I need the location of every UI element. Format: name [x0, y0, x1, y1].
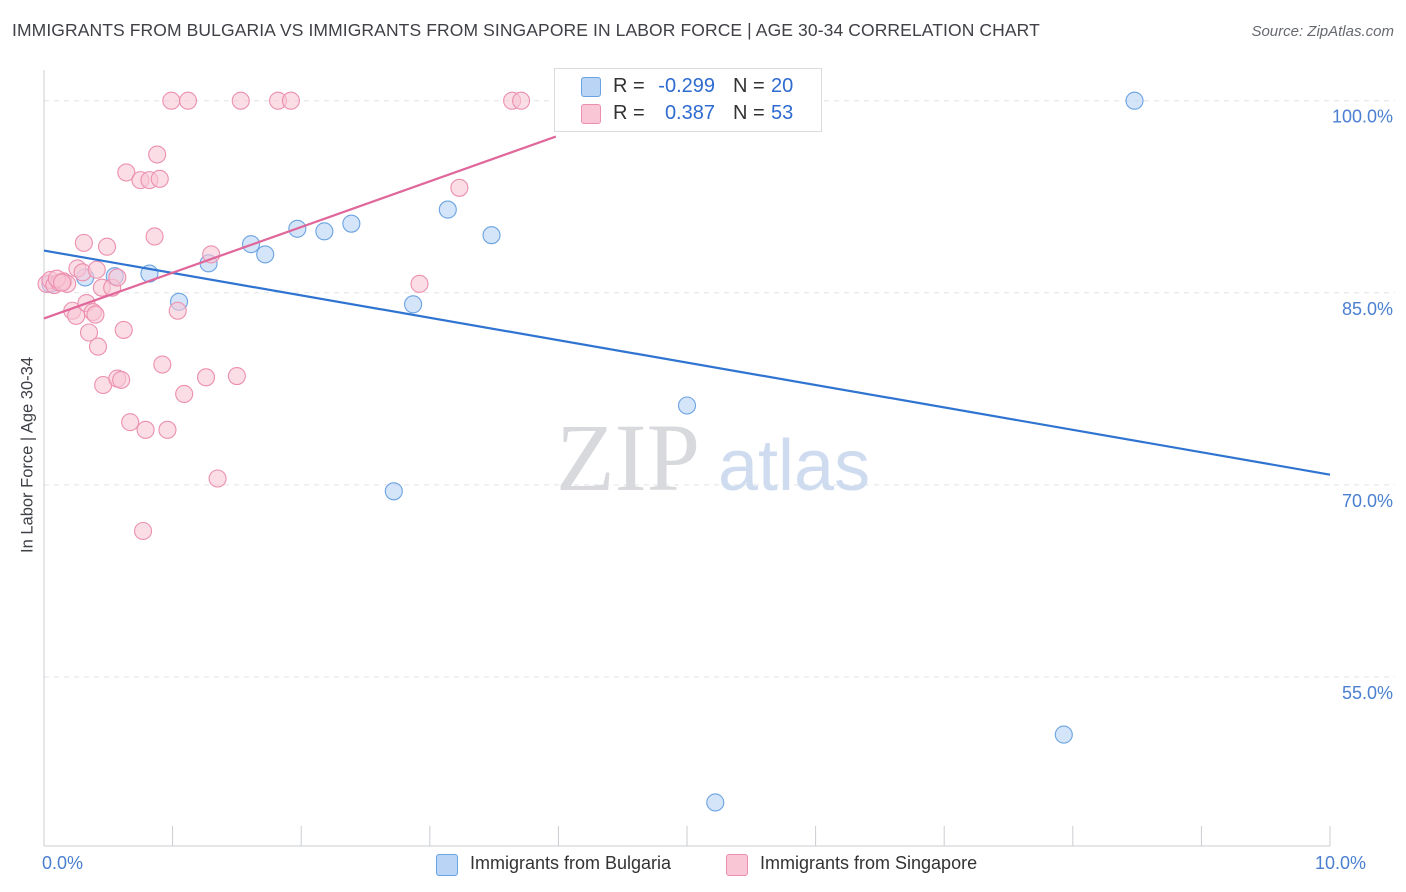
series-label-bulgaria: Immigrants from Bulgaria: [470, 853, 672, 873]
legend-r-label: R =: [613, 75, 645, 97]
y-axis-label: In Labor Force | Age 30-34: [18, 357, 37, 553]
singapore-point[interactable]: [114, 320, 133, 339]
singapore-point[interactable]: [281, 91, 300, 110]
watermark: ZIP atlas: [556, 404, 870, 511]
legend-n-label: N =: [733, 102, 765, 124]
axis-layer: 100.0% 85.0% 70.0% 55.0% 0.0% 10.0%: [42, 70, 1393, 873]
legend-r-label: R =: [613, 102, 645, 124]
singapore-point[interactable]: [88, 337, 108, 356]
singapore-point[interactable]: [227, 366, 246, 386]
legend-row-singapore: R = 0.387 N = 53: [555, 100, 821, 128]
singapore-point[interactable]: [145, 227, 164, 246]
chart-source: Source: ZipAtlas.com: [1251, 23, 1394, 40]
singapore-point[interactable]: [52, 273, 72, 292]
bulgaria-point[interactable]: [438, 200, 457, 219]
y-tick-label: 85.0%: [1342, 299, 1393, 319]
singapore-point[interactable]: [208, 469, 227, 488]
singapore-point[interactable]: [175, 384, 194, 404]
singapore-trendline: [43, 135, 557, 320]
y-tick-label: 100.0%: [1332, 107, 1393, 127]
singapore-point[interactable]: [158, 420, 177, 439]
singapore-point[interactable]: [153, 355, 172, 374]
x-tick-label: 10.0%: [1315, 853, 1366, 873]
singapore-point[interactable]: [450, 178, 469, 197]
singapore-point[interactable]: [74, 233, 93, 252]
bulgaria-point[interactable]: [1054, 725, 1073, 744]
legend-n-value: 20: [771, 75, 794, 97]
bulgaria-point[interactable]: [706, 793, 725, 812]
singapore-point[interactable]: [150, 169, 169, 188]
bulgaria-point[interactable]: [384, 482, 403, 501]
legend-swatch-singapore: [581, 104, 601, 124]
singapore-point[interactable]: [121, 413, 140, 432]
legend-swatch-bulgaria: [581, 77, 601, 97]
singapore-point[interactable]: [168, 301, 187, 320]
singapore-point[interactable]: [133, 521, 153, 541]
singapore-point[interactable]: [112, 370, 131, 389]
singapore-point[interactable]: [148, 145, 167, 164]
legend-r-value: -0.299: [658, 75, 715, 97]
legend-n-value: 53: [771, 102, 794, 124]
watermark-zip: ZIP: [556, 404, 700, 511]
bulgaria-point[interactable]: [1125, 91, 1144, 110]
singapore-point[interactable]: [178, 91, 198, 110]
bulgaria-point[interactable]: [256, 245, 275, 264]
singapore-point[interactable]: [86, 305, 105, 324]
bulgaria-trendline: [43, 249, 1331, 476]
singapore-point[interactable]: [79, 323, 99, 342]
singapore-point[interactable]: [136, 420, 155, 439]
bulgaria-point[interactable]: [315, 222, 334, 241]
legend-row-bulgaria: R = -0.299 N = 20: [555, 73, 821, 101]
singapore-point[interactable]: [108, 268, 127, 287]
legend-r-value: 0.387: [664, 102, 715, 124]
bulgaria-point[interactable]: [404, 295, 423, 314]
singapore-point[interactable]: [512, 91, 531, 110]
singapore-point[interactable]: [231, 91, 250, 110]
correlation-legend: R = -0.299 N = 20 R = 0.387 N = 53: [554, 68, 822, 132]
bulgaria-point[interactable]: [482, 226, 501, 245]
singapore-point[interactable]: [117, 163, 136, 182]
series-swatch-singapore: [726, 854, 748, 876]
y-tick-label: 70.0%: [1342, 491, 1393, 511]
watermark-atlas: atlas: [718, 426, 870, 506]
singapore-point[interactable]: [87, 260, 106, 279]
x-tick-label: 0.0%: [42, 853, 83, 873]
chart-title: IMMIGRANTS FROM BULGARIA VS IMMIGRANTS F…: [12, 20, 1040, 40]
series-label-singapore: Immigrants from Singapore: [760, 853, 978, 873]
bulgaria-point[interactable]: [677, 396, 697, 415]
y-tick-label: 55.0%: [1342, 683, 1393, 703]
singapore-point[interactable]: [97, 237, 117, 256]
singapore-point[interactable]: [196, 368, 216, 387]
grid-layer: [44, 100, 1395, 678]
bulgaria-point[interactable]: [342, 214, 361, 233]
singapore-point[interactable]: [162, 91, 181, 110]
singapore-point[interactable]: [410, 274, 429, 293]
series-swatch-bulgaria: [436, 854, 458, 876]
legend-n-label: N =: [733, 75, 765, 97]
trend-layer: [43, 135, 1331, 476]
